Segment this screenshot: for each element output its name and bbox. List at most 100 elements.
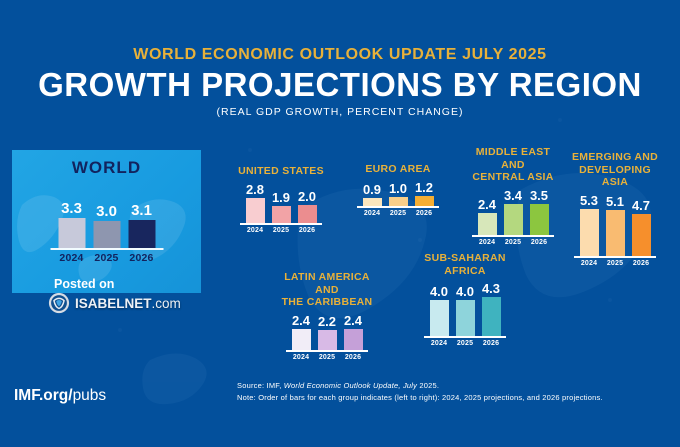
bar-value: 1.2 <box>414 179 434 195</box>
year-label: 2026 <box>344 354 362 362</box>
year-label: 2025 <box>318 354 336 362</box>
axis-baseline <box>574 256 656 259</box>
bar <box>58 218 85 248</box>
bar-value: 4.0 <box>429 283 449 299</box>
bar-value: 2.8 <box>245 181 265 197</box>
isabelnet-domain: .com <box>151 295 181 311</box>
year-label: 2024 <box>59 251 84 264</box>
bar <box>297 204 317 223</box>
year-label: 2026 <box>482 339 500 347</box>
report-eyebrow: WORLD ECONOMIC OUTLOOK UPDATE JULY 2025 <box>133 46 547 63</box>
year-label: 2025 <box>389 210 407 218</box>
bar-column-2025: 2.2 <box>317 314 337 351</box>
bar-column-2025: 3.4 <box>503 188 523 235</box>
bar-group-latin-america-caribbean: LATIN AMERICA AND THE CARIBBEAN 2.4 2.2 2.4… <box>272 271 382 361</box>
source-italic: World Economic Outlook Update, July <box>283 381 418 390</box>
region-label: UNITED STATES <box>238 165 324 177</box>
world-panel-title: WORLD <box>71 158 142 177</box>
years-row: 2024 2025 2026 <box>246 227 317 234</box>
bar-value: 1.9 <box>271 189 291 205</box>
year-label: 2026 <box>415 210 433 218</box>
year-label: 2024 <box>478 239 496 246</box>
year-label: 2024 <box>430 339 448 347</box>
bar-value: 3.0 <box>96 202 117 220</box>
bar-group-united-states: UNITED STATES 2.8 1.9 2.0 2024 2025 2026 <box>237 165 325 234</box>
note-line: Note: Order of bars for each group indic… <box>237 392 603 402</box>
year-label: 2026 <box>298 226 316 234</box>
bar-value: 3.1 <box>131 201 152 219</box>
isabelnet-text: ISABELNET.com <box>75 296 181 311</box>
region-label: LATIN AMERICA AND THE CARIBBEAN <box>281 271 373 308</box>
bar-value: 2.2 <box>317 314 337 330</box>
page-title: GROWTH PROJECTIONS BY REGION <box>38 66 642 103</box>
bar <box>605 210 625 257</box>
year-label: 2026 <box>129 251 154 264</box>
imf-url-bold: IMF.org/ <box>14 387 73 404</box>
bar-group-middle-east-central-asia: MIDDLE EAST AND CENTRAL ASIA 2.4 3.4 3.5 202… <box>463 146 563 246</box>
bar-value: 1.0 <box>388 181 408 197</box>
isabelnet-brand: ISABELNET <box>75 295 152 311</box>
axis-baseline <box>286 350 368 353</box>
year-label: 2026 <box>632 260 650 268</box>
bar-value: 2.0 <box>297 188 317 204</box>
axis-baseline <box>472 235 554 237</box>
year-label: 2024 <box>580 260 598 268</box>
world-panel: WORLD 3.3 3.0 3.1 2024 2025 2026 Posted on <box>12 150 201 293</box>
years-row: 2024 2025 2026 <box>430 340 501 347</box>
year-label: 2024 <box>363 210 381 218</box>
bar-value: 4.0 <box>455 283 475 299</box>
year-label: 2025 <box>456 339 474 347</box>
region-label: EURO AREA <box>365 163 431 175</box>
bar-value: 0.9 <box>362 182 382 198</box>
axis-baseline <box>240 222 322 225</box>
bar-value: 2.4 <box>477 197 497 213</box>
bar <box>388 197 408 207</box>
source-note: Source: IMF, World Economic Outlook Upda… <box>237 380 667 403</box>
bar <box>455 299 475 336</box>
bar-value: 3.4 <box>503 188 523 204</box>
bar-column-2024: 0.9 <box>362 182 382 207</box>
bars-row: 2.4 2.2 2.4 <box>291 314 363 351</box>
axis-baseline <box>50 247 163 250</box>
region-label: MIDDLE EAST AND CENTRAL ASIA <box>472 146 554 183</box>
years-row: 2024 2025 2026 <box>478 239 549 246</box>
imf-url-light: pubs <box>72 387 107 404</box>
bar <box>291 328 311 351</box>
bar <box>271 205 291 223</box>
bar-value: 4.7 <box>631 197 651 213</box>
bar-column-2024: 2.4 <box>291 314 311 351</box>
year-label: 2025 <box>504 239 522 246</box>
page-subtitle: (REAL GDP GROWTH, PERCENT CHANGE) <box>216 106 464 118</box>
bar <box>414 195 434 207</box>
bar-column-2026: 2.4 <box>343 314 363 351</box>
region-label: EMERGING AND DEVELOPING ASIA <box>571 151 659 188</box>
isabelnet-watermark: ISABELNET.com <box>48 292 181 314</box>
bar-column-2026: 4.7 <box>631 197 651 257</box>
bar-value: 4.3 <box>481 281 501 296</box>
bar-column-2025: 1.9 <box>271 189 291 223</box>
isabelnet-shield-icon <box>48 292 70 314</box>
bars-row: 2.8 1.9 2.0 <box>245 181 317 223</box>
bar-column-2025: 1.0 <box>388 181 408 207</box>
bars-row: 3.3 3.0 3.1 <box>58 201 155 248</box>
year-label: 2025 <box>272 226 290 234</box>
source-line: Source: IMF, World Economic Outlook Upda… <box>237 380 667 392</box>
bar <box>477 213 497 235</box>
years-row: 2024 2025 2026 <box>363 210 434 217</box>
bar <box>429 299 449 336</box>
region-label: SUB-SAHARAN AFRICA <box>424 252 506 277</box>
bar <box>481 297 501 336</box>
world-bar-chart: 3.3 3.0 3.1 2024 2025 2026 <box>50 201 163 264</box>
bars-row: 0.9 1.0 1.2 <box>362 179 434 207</box>
bar-group-euro-area: EURO AREA 0.9 1.0 1.2 2024 2025 2026 <box>357 163 439 217</box>
source-prefix: Source: IMF, <box>237 381 284 390</box>
bar-value: 5.3 <box>579 192 599 208</box>
bars-row: 2.4 3.4 3.5 <box>477 188 549 235</box>
bar-column-2024: 2.8 <box>245 181 265 223</box>
year-label: 2025 <box>94 251 119 264</box>
axis-baseline <box>424 335 506 338</box>
bar <box>503 204 523 235</box>
bar-column-2024: 2.4 <box>477 197 497 235</box>
source-suffix: 2025. <box>417 381 440 390</box>
